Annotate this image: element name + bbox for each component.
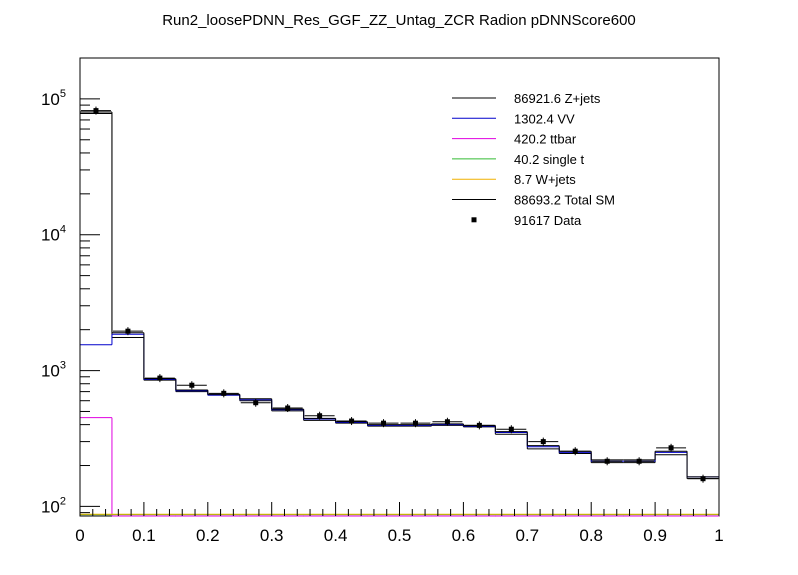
data-point-marker [381,420,387,426]
legend-label: 86921.6 Z+jets [514,91,601,106]
data-point [496,425,527,434]
legend-entry: 420.2 ttbar [452,132,577,147]
data-point-marker [508,426,514,432]
legend-label: 91617 Data [514,213,582,228]
x-tick-label: 1 [714,526,723,545]
data-point [272,404,303,413]
x-tick-label: 0.8 [579,526,603,545]
data-point-marker [93,108,99,114]
data-point [464,421,495,430]
legend-swatch-marker [471,217,477,223]
plot-frame [79,57,720,517]
chart-title: Run2_loosePDNN_Res_GGF_ZZ_Untag_ZCR Radi… [162,12,636,29]
y-axis: 102 103 104 105 [41,57,100,516]
legend-label: 8.7 W+jets [514,172,576,187]
data-point [176,381,207,390]
data-point-marker [572,448,578,454]
data-point [432,417,463,426]
data-point-marker [444,419,450,425]
series-total-sm [79,111,720,516]
data-point [400,419,431,428]
data-point-marker [189,382,195,388]
x-tick-label: 0.7 [515,526,539,545]
data-point [240,398,271,407]
data-point [560,447,591,456]
data-point [656,443,687,452]
y-tick-label: 103 [41,360,66,381]
data-point [592,457,623,466]
data-point-marker [700,476,706,482]
legend-entry: 1302.4 VV [452,111,575,126]
data-point [81,106,111,115]
data-point [304,411,335,420]
y-tick-label: 104 [41,224,66,245]
data-point [112,327,143,336]
data-point-marker [221,390,227,396]
legend: 86921.6 Z+jets 1302.4 VV 420.2 ttbar 40.2 s… [452,91,615,228]
legend-entry: 86921.6 Z+jets [452,91,601,106]
legend-entry: 40.2 single t [452,152,584,167]
legend-label: 40.2 single t [514,152,584,167]
data-point-marker [540,439,546,445]
x-tick-label: 0 [75,526,84,545]
data-point-marker [604,458,610,464]
data-point-marker [668,445,674,451]
x-tick-label: 0.1 [132,526,156,545]
legend-entry: 88693.2 Total SM [452,193,615,208]
data-point-marker [636,458,642,464]
x-tick-label: 0.4 [324,526,348,545]
data-point-marker [125,328,131,334]
series-ttbar [79,417,719,517]
x-tick-label: 0.2 [196,526,220,545]
x-axis: 0 0.1 0.2 0.3 0.4 0.5 0.6 0.7 0.8 0.9 1 [75,502,724,545]
x-tick-label: 0.9 [643,526,667,545]
data-point [208,389,239,398]
data-point [528,437,559,446]
y-tick-label: 105 [41,88,66,109]
data-point-marker [412,420,418,426]
histogram-layer [79,111,720,517]
y-tick-label: 102 [41,495,66,516]
x-tick-label: 0.5 [388,526,412,545]
data-point [688,474,718,483]
legend-entry: 91617 Data [471,213,582,228]
data-point-marker [253,400,259,406]
legend-label: 420.2 ttbar [514,132,577,147]
legend-label: 1302.4 VV [514,111,575,126]
data-point [624,457,655,466]
data-point [336,417,367,426]
series-vv [79,333,720,516]
data-point-marker [317,413,323,419]
x-tick-label: 0.6 [452,526,476,545]
x-tick-label: 0.3 [260,526,284,545]
legend-entry: 8.7 W+jets [452,172,576,187]
data-point [368,419,399,428]
data-point-marker [476,422,482,428]
data-points-layer [81,106,718,483]
legend-label: 88693.2 Total SM [514,193,615,208]
data-point-marker [285,405,291,411]
series-z-jets [79,113,720,516]
data-point-marker [157,375,163,381]
data-point-marker [349,418,355,424]
data-point [144,374,175,383]
